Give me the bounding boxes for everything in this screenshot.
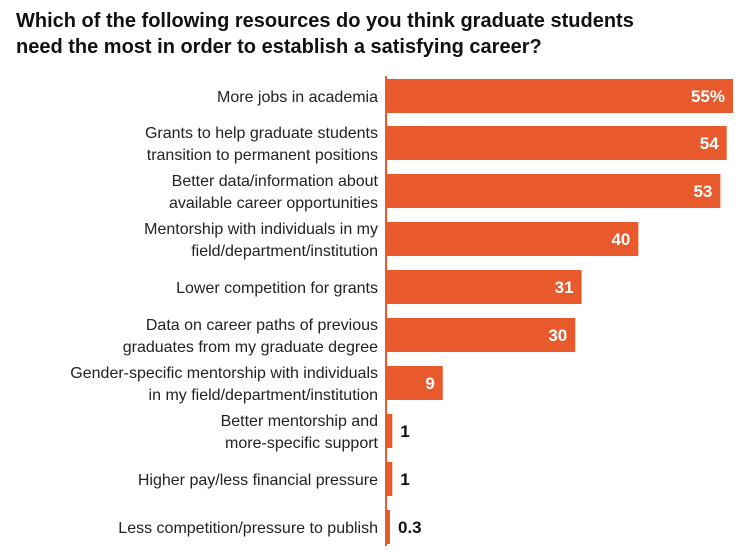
bar-8 [386,414,393,448]
category-label-2-line-1: Grants to help graduate students [145,125,378,142]
category-label-7-line-2: in my field/department/institution [149,387,378,404]
category-label-8-line-2: more-specific support [225,435,379,452]
bar-10 [386,510,390,544]
category-label-10-line-1: Less competition/pressure to publish [118,520,378,537]
bar-5 [386,270,582,304]
value-label-2: 54 [700,134,719,153]
category-label-5-line-1: Lower competition for grants [176,280,378,297]
value-label-3: 53 [693,182,712,201]
category-label-6-line-2: graduates from my graduate degree [123,339,378,356]
category-label-4-line-2: field/department/institution [191,243,378,260]
value-label-4: 40 [611,230,630,249]
value-label-6: 30 [548,326,567,345]
category-label-8-line-1: Better mentorship and [221,413,378,430]
chart-title-line-1: Which of the following resources do you … [16,10,634,32]
bar-2 [386,126,727,160]
bar-1 [386,79,733,113]
chart-title-line-2: need the most in order to establish a sa… [16,36,542,58]
category-label-9-line-1: Higher pay/less financial pressure [138,472,378,489]
category-label-7-line-1: Gender-specific mentorship with individu… [70,365,378,382]
category-label-4-line-1: Mentorship with individuals in my [144,221,378,238]
bar-9 [386,462,393,496]
category-label-3-line-1: Better data/information about [172,173,379,190]
value-label-9: 1 [400,470,409,489]
category-label-6-line-1: Data on career paths of previous [146,317,378,334]
bar-6 [386,318,576,352]
category-label-2-line-2: transition to permanent positions [147,147,378,164]
value-label-7: 9 [425,374,434,393]
chart-title: Which of the following resources do you … [16,8,736,60]
bar-7 [386,366,443,400]
bar-4 [386,222,639,256]
value-label-8: 1 [400,422,409,441]
category-label-3-line-2: available career opportunities [169,195,378,212]
value-label-5: 31 [555,278,574,297]
value-label-10: 0.3 [398,518,422,537]
category-label-1-line-1: More jobs in academia [217,89,378,106]
value-label-1: 55% [691,87,725,106]
bar-3 [386,174,721,208]
